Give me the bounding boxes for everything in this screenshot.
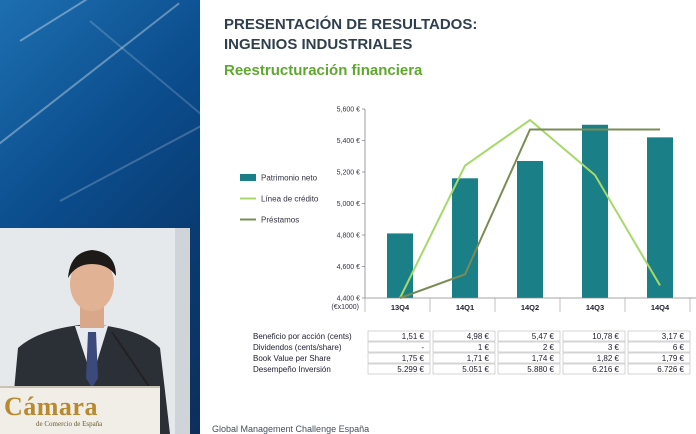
bar-patrimonio-neto: [387, 233, 413, 298]
table-cell-value: 4,98 €: [467, 332, 490, 341]
table-cell-box: [432, 363, 496, 375]
line-l-nea-de-cr-dito: [399, 118, 661, 299]
table-cell-value: 6 €: [673, 343, 685, 352]
plot-area: [387, 118, 673, 299]
table-cell-box: [562, 363, 626, 375]
slide-title: PRESENTACIÓN DE RESULTADOS: INGENIOS IND…: [224, 15, 684, 55]
table-cell-box: [497, 363, 561, 375]
legend-label: Préstamos: [261, 216, 299, 225]
x-axis: 13Q4 14Q1 14Q2 14Q3 14Q4: [364, 297, 696, 312]
table-cell-value: 5.880 €: [527, 365, 554, 374]
financial-chart: Patrimonio neto Línea de crédito Préstamos…: [240, 107, 696, 375]
speaker-video: [0, 228, 190, 434]
footer-text: Global Management Challenge España: [212, 424, 370, 434]
x-tick-label: 13Q4: [391, 303, 410, 312]
y-unit-label: (€x1000): [331, 304, 359, 311]
table-row-label: Desempeño Inversión: [253, 365, 331, 374]
table-cell-value: 5.299 €: [397, 365, 424, 374]
table-cell-value: 5,47 €: [532, 332, 555, 341]
table-cell-value: 2 €: [543, 343, 555, 352]
background-panel: Cámara de Comercio de España: [0, 0, 200, 434]
x-tick-label: 14Q4: [651, 303, 670, 312]
table-cell-value: 1 €: [478, 343, 490, 352]
presentation-slide: PRESENTACIÓN DE RESULTADOS: INGENIOS IND…: [200, 0, 696, 434]
table-cell-box: [367, 363, 431, 375]
table-cell-box: [627, 341, 691, 353]
y-tick-label: 4,400 €: [337, 296, 360, 303]
chart-legend: Patrimonio neto Línea de crédito Préstamos: [240, 174, 319, 225]
table-row-label: Dividendos (cents/share): [253, 343, 342, 352]
y-tick-label: 5,200 €: [337, 170, 360, 177]
table-cell-box: [367, 341, 431, 353]
slide-title-line2: INGENIOS INDUSTRIALES: [224, 36, 413, 53]
table-cell-value: 1,51 €: [402, 332, 425, 341]
x-tick-label: 14Q1: [456, 303, 474, 312]
x-tick-label: 14Q3: [586, 303, 604, 312]
table-cell-value: 10,78 €: [592, 332, 619, 341]
legend-label: Patrimonio neto: [261, 174, 318, 183]
y-tick-label: 5,600 €: [337, 107, 360, 114]
table-cell-value: -: [421, 343, 424, 352]
slide-title-line1: PRESENTACIÓN DE RESULTADOS:: [224, 16, 478, 33]
table-cell-box: [367, 330, 431, 342]
table-cell-box: [432, 341, 496, 353]
bar-patrimonio-neto: [582, 124, 608, 298]
table-cell-box: [562, 330, 626, 342]
slide-subtitle: Reestructuración financiera: [224, 62, 423, 79]
table-cell-value: 3 €: [608, 343, 620, 352]
table-cell-value: 6.216 €: [592, 365, 619, 374]
table-cell-box: [432, 352, 496, 364]
podium: [0, 386, 160, 434]
x-tick-label: 14Q2: [521, 303, 539, 312]
camara-logo-subtitle: de Comercio de España: [36, 420, 103, 428]
table-cell-value: 1,75 €: [402, 354, 425, 363]
table-cell-box: [627, 330, 691, 342]
light-streak: [0, 2, 180, 152]
bar-patrimonio-neto: [517, 160, 543, 298]
bar-patrimonio-neto: [647, 137, 673, 298]
line-pr-stamos: [399, 128, 660, 299]
light-streak: [59, 106, 200, 202]
table-cell-value: 3,17 €: [662, 332, 685, 341]
y-tick-label: 5,000 €: [337, 201, 360, 208]
legend-swatch: [240, 174, 256, 181]
table-cell-value: 1,82 €: [597, 354, 620, 363]
y-tick-label: 5,400 €: [337, 138, 360, 145]
table-cell-box: [627, 363, 691, 375]
table-cell-value: 1,79 €: [662, 354, 685, 363]
table-cell-value: 5.051 €: [462, 365, 489, 374]
table-row-label: Beneficio por acción (cents): [253, 332, 352, 341]
table-row-label: Book Value per Share: [253, 354, 331, 363]
light-streak: [89, 20, 200, 125]
legend-label: Línea de crédito: [261, 195, 319, 204]
y-tick-label: 4,600 €: [337, 264, 360, 271]
table-cell-box: [497, 330, 561, 342]
camara-logo: Cámara: [4, 392, 98, 421]
table-cell-value: 1,74 €: [532, 354, 555, 363]
table-cell-box: [562, 352, 626, 364]
table-cell-box: [367, 352, 431, 364]
table-cell-box: [562, 341, 626, 353]
table-cell-box: [497, 352, 561, 364]
y-tick-label: 4,800 €: [337, 233, 360, 240]
table-cell-value: 1,71 €: [467, 354, 490, 363]
table-cell-box: [432, 330, 496, 342]
bar-patrimonio-neto: [452, 178, 478, 298]
data-table: Beneficio por acción (cents) 1,51 € 4,98 €…: [253, 330, 691, 375]
table-cell-box: [497, 341, 561, 353]
y-axis: 4,400 € 4,600 € 4,800 € 5,000 € 5,200 € 5,400…: [331, 107, 366, 311]
table-cell-box: [627, 352, 691, 364]
table-cell-value: 6.726 €: [657, 365, 684, 374]
